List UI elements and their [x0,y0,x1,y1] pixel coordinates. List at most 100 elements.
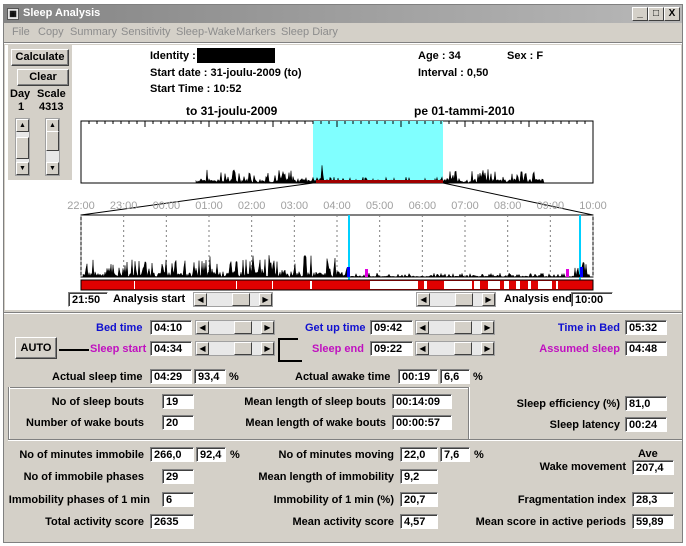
menu-sleep-wake[interactable]: Sleep-Wake [176,26,236,38]
window-title: Sleep Analysis [23,7,101,19]
menu-copy[interactable]: Copy [38,26,64,38]
scroll-right-icon[interactable]: ▶ [482,293,495,306]
title-bar[interactable]: ▦ Sleep Analysis _ □ X [4,5,682,23]
scroll-right-icon[interactable]: ▶ [261,342,274,355]
menu-sleep-diary[interactable]: Sleep Diary [281,26,338,38]
analysis-start-field[interactable]: 21:50 [68,292,108,307]
identity-value-redacted [197,48,275,63]
scroll-up-icon[interactable]: ▲ [16,119,29,132]
scale-value: 4313 [39,101,64,113]
time-tick-label: 00:00 [153,200,181,212]
fragmentation-index-label: Fragmentation index [517,494,626,506]
mean-immobility-label: Mean length of immobility [258,471,394,483]
menu-summary[interactable]: Summary [70,26,118,38]
start-date: Start date : 31-joulu-2009 (to) [150,67,302,79]
calculate-button[interactable]: Calculate [11,49,69,66]
get-up-time-field[interactable]: 09:42 [370,320,413,335]
assumed-sleep-label: Assumed sleep [539,343,620,355]
bouts-frame-right [468,387,470,439]
sleep-latency-value: 00:24 [625,417,667,432]
immobility-1min-value: 6 [162,492,194,507]
sleep-end-field[interactable]: 09:22 [370,341,413,356]
mean-activity-label: Mean activity score [292,516,395,528]
percent-sign: % [474,449,484,461]
bed-time-scrollbar[interactable]: ◀ ▶ [195,320,275,335]
actual-sleep-label: Actual sleep time [52,371,143,383]
connector-line [278,338,298,340]
time-tick-label: 03:00 [281,200,309,212]
time-tick-label: 10:00 [579,200,607,212]
sleep-analysis-window: ▦ Sleep Analysis _ □ X File Copy Summary… [3,4,683,543]
sleep-start-field[interactable]: 04:34 [150,341,192,356]
day-scrollbar[interactable]: ▲ ▼ [15,118,30,176]
scale-scrollbar[interactable]: ▲ ▼ [45,118,60,176]
time-tick-label: 08:00 [494,200,522,212]
connector-line [278,338,280,362]
scroll-left-icon[interactable]: ◀ [416,342,429,355]
scroll-down-icon[interactable]: ▼ [46,162,59,175]
scroll-left-icon[interactable]: ◀ [196,342,209,355]
time-tick-label: 04:00 [323,200,351,212]
mean-activity-value: 4,57 [400,514,438,529]
immobile-phases-value: 29 [162,469,194,484]
actual-sleep-value: 04:29 [150,369,192,384]
scroll-right-icon[interactable]: ▶ [481,342,494,355]
wake-movement-value: 207,4 [632,460,674,475]
scroll-thumb[interactable] [232,293,250,306]
analysis-end-field[interactable]: 10:00 [571,292,613,307]
scroll-thumb[interactable] [234,321,252,334]
sleep-start-scrollbar[interactable]: ◀ ▶ [195,341,275,356]
analysis-end-label: Analysis end [504,293,572,305]
bed-time-label: Bed time [96,322,143,334]
time-tick-label: 05:00 [366,200,394,212]
menu-divider [4,42,682,44]
analysis-end-scrollbar[interactable]: ◀ ▶ [416,292,496,307]
scroll-right-icon[interactable]: ▶ [481,321,494,334]
wake-bouts-label: Number of wake bouts [26,417,144,429]
immobility-1min-label: Immobility phases of 1 min [8,494,150,506]
sleep-end-scrollbar[interactable]: ◀ ▶ [415,341,495,356]
time-tick-label: 23:00 [110,200,138,212]
scroll-thumb[interactable] [234,342,252,355]
menu-file[interactable]: File [12,26,30,38]
scroll-thumb[interactable] [455,293,473,306]
get-up-time-scrollbar[interactable]: ◀ ▶ [415,320,495,335]
sleep-start-label: Sleep start [90,343,147,355]
bouts-frame-left [8,387,10,439]
sleep-latency-label: Sleep latency [549,419,620,431]
day-scroll-thumb[interactable] [16,137,29,159]
close-button[interactable]: X [664,7,680,21]
scroll-right-icon[interactable]: ▶ [259,293,272,306]
interval: Interval : 0,50 [418,67,489,79]
maximize-button[interactable]: □ [648,7,664,21]
day-value: 1 [18,101,25,113]
analysis-start-scrollbar[interactable]: ◀ ▶ [193,292,273,307]
section-divider [4,312,682,314]
actual-sleep-pct: 93,4 [194,369,226,384]
minimize-button[interactable]: _ [632,7,648,21]
detail-chart[interactable] [80,214,594,283]
clear-button[interactable]: Clear [17,69,69,86]
bed-time-field[interactable]: 04:10 [150,320,192,335]
scroll-right-icon[interactable]: ▶ [261,321,274,334]
menu-sensitivity[interactable]: Sensitivity [121,26,171,38]
sleep-bouts-value: 19 [162,394,194,409]
scroll-left-icon[interactable]: ◀ [416,321,429,334]
overview-chart[interactable] [80,120,594,184]
scroll-thumb[interactable] [454,321,472,334]
auto-button[interactable]: AUTO [15,337,57,359]
moving-minutes-value: 22,0 [400,447,438,462]
actual-awake-value: 00:19 [398,369,438,384]
scroll-left-icon[interactable]: ◀ [417,293,430,306]
menu-markers[interactable]: Markers [236,26,276,38]
bouts-frame-top [8,387,470,389]
scroll-left-icon[interactable]: ◀ [194,293,207,306]
scale-label: Scale [37,88,66,100]
percent-sign: % [473,371,483,383]
scroll-down-icon[interactable]: ▼ [16,162,29,175]
scroll-thumb[interactable] [454,342,472,355]
scale-scroll-thumb[interactable] [46,131,59,151]
scroll-left-icon[interactable]: ◀ [196,321,209,334]
mean-active-periods-label: Mean score in active periods [475,516,626,528]
time-in-bed-value: 05:32 [625,320,667,335]
